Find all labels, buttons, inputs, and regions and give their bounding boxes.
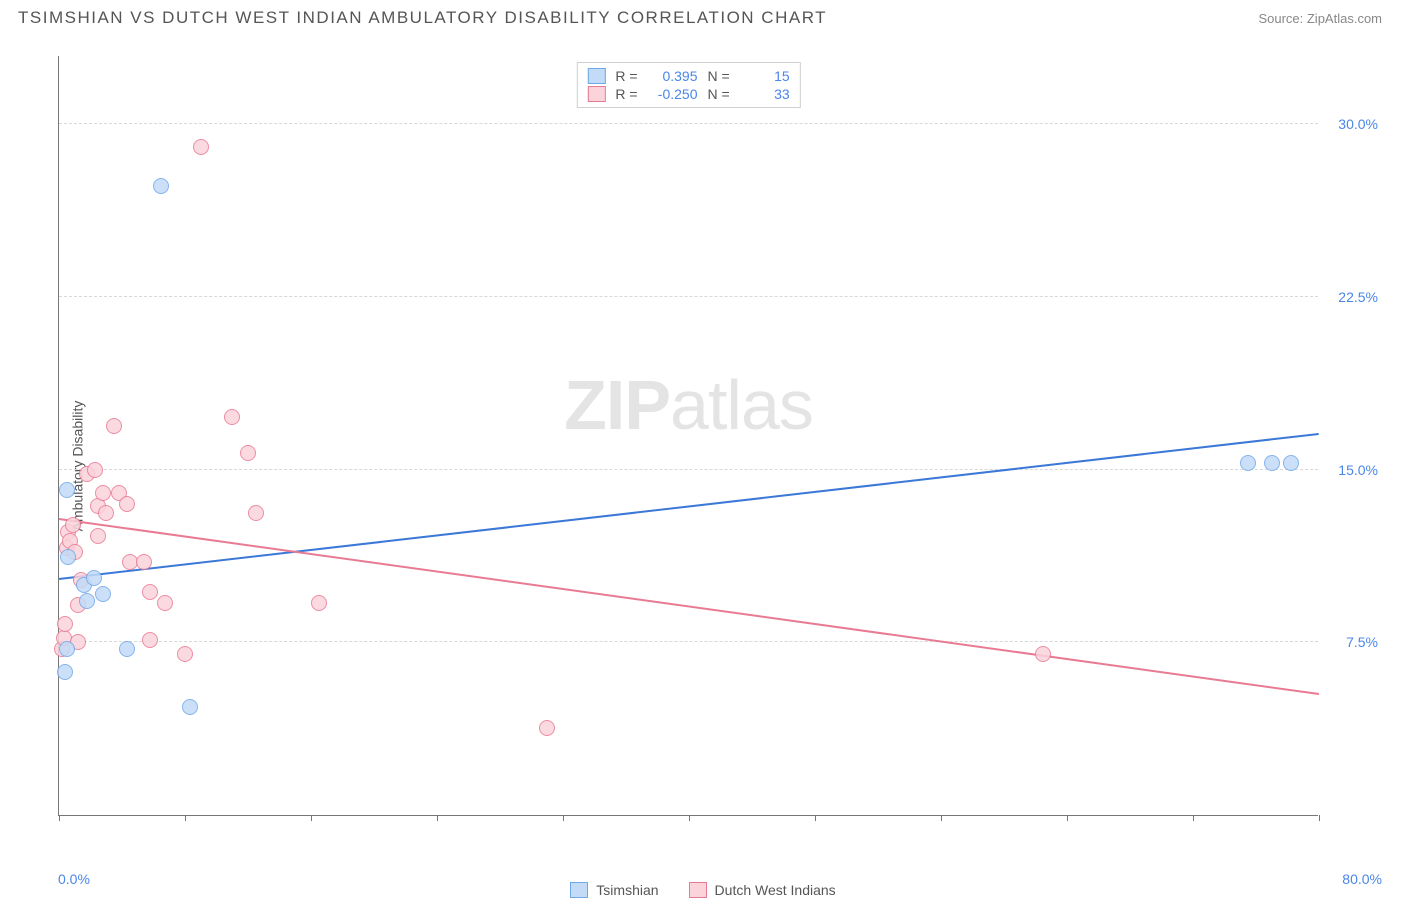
- legend-row-series1: R = -0.250 N = 33: [587, 85, 789, 103]
- chart-container: Ambulatory Disability ZIPatlas R = 0.395…: [18, 46, 1388, 886]
- scatter-point: [106, 418, 122, 434]
- watermark-text: ZIPatlas: [564, 365, 813, 445]
- r-value-series1: -0.250: [648, 86, 698, 102]
- watermark-rest: atlas: [670, 366, 813, 444]
- scatter-point: [1283, 455, 1299, 471]
- swatch-series0-bottom: [570, 882, 588, 898]
- scatter-point: [539, 720, 555, 736]
- scatter-point: [153, 178, 169, 194]
- swatch-series1: [587, 86, 605, 102]
- scatter-point: [95, 586, 111, 602]
- r-label: R =: [615, 86, 637, 102]
- x-tick: [941, 815, 942, 821]
- y-tick-label: 15.0%: [1338, 462, 1378, 478]
- scatter-point: [86, 570, 102, 586]
- scatter-point: [57, 664, 73, 680]
- gridline: [59, 296, 1318, 297]
- x-tick: [1193, 815, 1194, 821]
- legend-item-series1: Dutch West Indians: [689, 882, 836, 898]
- x-tick: [437, 815, 438, 821]
- x-tick: [185, 815, 186, 821]
- x-tick: [815, 815, 816, 821]
- scatter-point: [240, 445, 256, 461]
- r-label: R =: [615, 68, 637, 84]
- y-tick-label: 22.5%: [1338, 289, 1378, 305]
- n-label: N =: [708, 68, 730, 84]
- x-tick: [563, 815, 564, 821]
- x-tick: [1067, 815, 1068, 821]
- r-value-series0: 0.395: [648, 68, 698, 84]
- series-legend: Tsimshian Dutch West Indians: [18, 882, 1388, 898]
- gridline: [59, 469, 1318, 470]
- n-value-series0: 15: [740, 68, 790, 84]
- x-tick: [311, 815, 312, 821]
- scatter-point: [60, 549, 76, 565]
- scatter-point: [59, 482, 75, 498]
- scatter-point: [157, 595, 173, 611]
- y-tick-label: 7.5%: [1346, 634, 1378, 650]
- source-label: Source: ZipAtlas.com: [1258, 11, 1382, 26]
- x-tick: [59, 815, 60, 821]
- scatter-point: [1264, 455, 1280, 471]
- scatter-point: [57, 616, 73, 632]
- scatter-point: [142, 584, 158, 600]
- scatter-point: [1035, 646, 1051, 662]
- scatter-point: [59, 641, 75, 657]
- scatter-point: [1240, 455, 1256, 471]
- scatter-point: [98, 505, 114, 521]
- series0-name: Tsimshian: [596, 882, 658, 898]
- scatter-point: [65, 517, 81, 533]
- chart-title: TSIMSHIAN VS DUTCH WEST INDIAN AMBULATOR…: [18, 8, 827, 28]
- gridline: [59, 641, 1318, 642]
- scatter-point: [182, 699, 198, 715]
- scatter-point: [136, 554, 152, 570]
- scatter-point: [193, 139, 209, 155]
- trend-line: [59, 518, 1319, 695]
- swatch-series0: [587, 68, 605, 84]
- scatter-point: [248, 505, 264, 521]
- legend-row-series0: R = 0.395 N = 15: [587, 67, 789, 85]
- scatter-point: [79, 593, 95, 609]
- n-value-series1: 33: [740, 86, 790, 102]
- legend-item-series0: Tsimshian: [570, 882, 658, 898]
- y-tick-label: 30.0%: [1338, 116, 1378, 132]
- x-tick: [689, 815, 690, 821]
- series1-name: Dutch West Indians: [715, 882, 836, 898]
- correlation-legend: R = 0.395 N = 15 R = -0.250 N = 33: [576, 62, 800, 108]
- scatter-point: [95, 485, 111, 501]
- scatter-point: [87, 462, 103, 478]
- gridline: [59, 123, 1318, 124]
- scatter-point: [119, 641, 135, 657]
- swatch-series1-bottom: [689, 882, 707, 898]
- scatter-point: [90, 528, 106, 544]
- scatter-point: [177, 646, 193, 662]
- watermark-bold: ZIP: [564, 366, 670, 444]
- x-tick: [1319, 815, 1320, 821]
- scatter-point: [119, 496, 135, 512]
- scatter-point: [311, 595, 327, 611]
- scatter-point: [224, 409, 240, 425]
- plot-area: ZIPatlas R = 0.395 N = 15 R = -0.250 N =…: [58, 56, 1318, 816]
- scatter-point: [142, 632, 158, 648]
- n-label: N =: [708, 86, 730, 102]
